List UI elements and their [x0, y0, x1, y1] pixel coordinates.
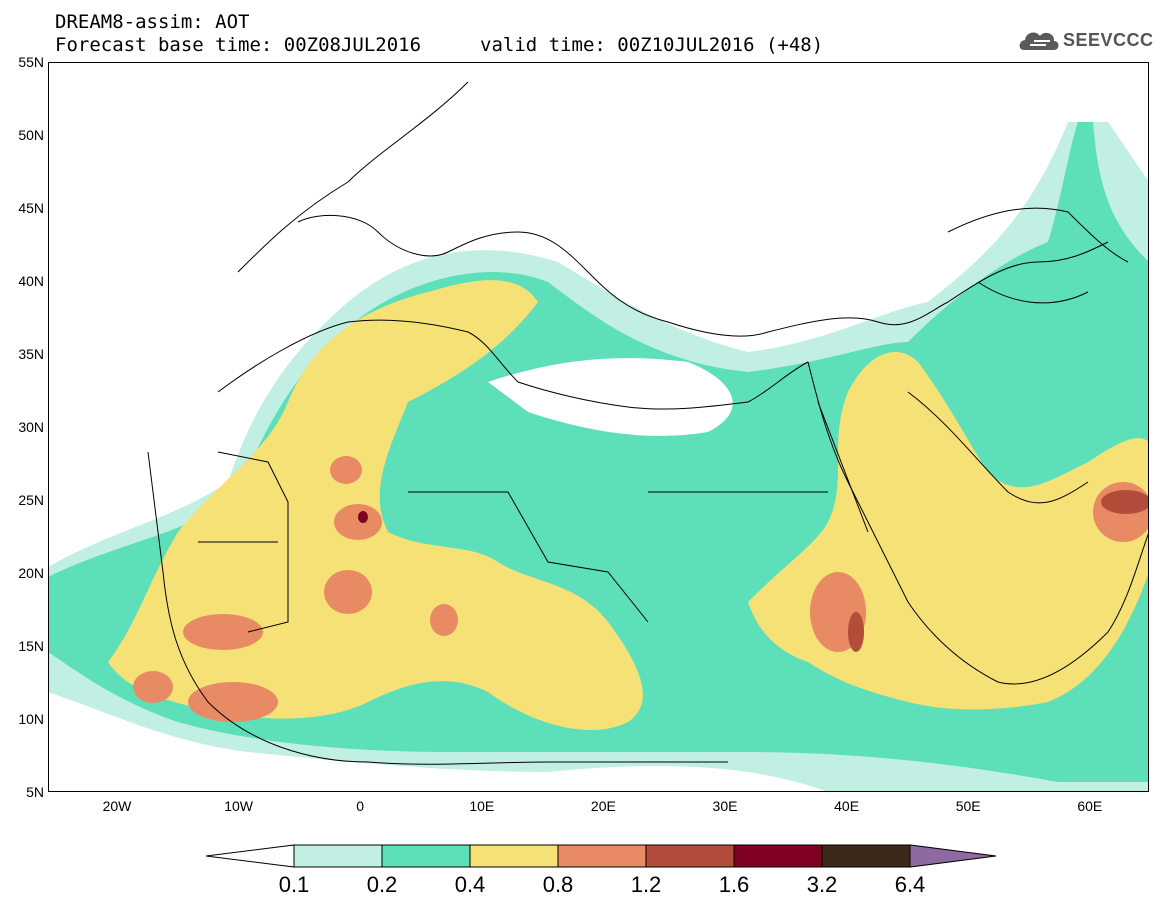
coastlines	[147, 81, 1149, 765]
lat-label: 5N	[26, 784, 44, 800]
lon-label: 30E	[712, 798, 738, 814]
lat-label: 40N	[18, 273, 44, 289]
logo-text: SEEVCCC	[1063, 30, 1154, 50]
colorbar	[206, 844, 997, 868]
aot-band-0.8-f	[330, 456, 362, 484]
frame-ticks	[48, 62, 1149, 792]
lat-label: 30N	[18, 419, 44, 435]
lon-label: 40E	[834, 798, 860, 814]
aot-band-1.2-a	[1101, 490, 1149, 514]
lon-label: 20W	[102, 798, 132, 814]
lat-label: 15N	[18, 638, 44, 654]
aot-band-0.8-a	[183, 614, 263, 650]
lat-label: 50N	[18, 127, 44, 143]
aot-band-0.8-g	[430, 604, 458, 636]
lat-label: 35N	[18, 346, 44, 362]
colorbar-swatch	[293, 844, 383, 868]
lat-label: 45N	[18, 200, 44, 216]
colorbar-swatch	[645, 844, 735, 868]
colorbar-swatch	[557, 844, 647, 868]
colorbar-swatch	[733, 844, 823, 868]
valid-time: valid time: 00Z10JUL2016 (+48)	[480, 34, 824, 56]
lon-label: 10W	[224, 798, 253, 814]
title: DREAM8-assim: AOT	[55, 11, 250, 33]
aot-band-0.8-e	[334, 504, 382, 540]
lat-label: 25N	[18, 492, 44, 508]
colorbar-label: 6.4	[894, 872, 926, 897]
colorbar-swatch	[381, 844, 471, 868]
colorbar-arrow-high	[909, 844, 997, 868]
colorbar-label: 0.2	[366, 872, 398, 897]
lon-label: 60E	[1077, 798, 1103, 814]
base-time: Forecast base time: 00Z08JUL2016	[55, 34, 422, 56]
colorbar-label: 0.8	[542, 872, 574, 897]
aot-band-1.6	[358, 511, 368, 523]
lat-label: 55N	[18, 54, 44, 70]
lon-label: 10E	[469, 798, 495, 814]
lat-label: 20N	[18, 565, 44, 581]
aot-band-0.8-d	[324, 570, 372, 614]
lon-label: 50E	[955, 798, 981, 814]
aot-band-1.2-b	[848, 612, 864, 652]
map-plot	[48, 62, 1149, 792]
aot-band-0.8-c	[133, 671, 173, 703]
clear-area	[488, 358, 733, 436]
cloud-icon	[1019, 32, 1059, 50]
colorbar-label: 1.6	[718, 872, 750, 897]
lon-label: 0	[356, 798, 365, 814]
colorbar-label: 0.1	[278, 872, 310, 897]
aot-shading	[48, 122, 1149, 792]
lat-label: 10N	[18, 711, 44, 727]
colorbar-swatch	[821, 844, 911, 868]
aot-band-0.8-b	[188, 682, 278, 722]
colorbar-label: 0.4	[454, 872, 486, 897]
colorbar-arrow-low	[206, 844, 295, 868]
colorbar-label: 3.2	[806, 872, 838, 897]
colorbar-label: 1.2	[630, 872, 662, 897]
lon-label: 20E	[590, 798, 616, 814]
colorbar-swatch	[469, 844, 559, 868]
